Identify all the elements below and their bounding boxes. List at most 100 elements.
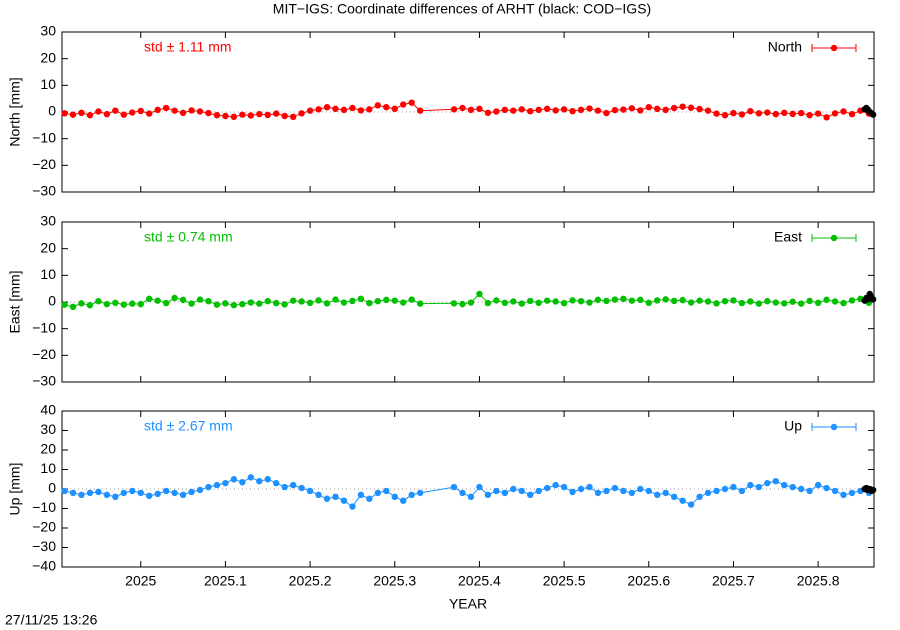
- data-point: [814, 299, 822, 306]
- data-point: [527, 491, 534, 499]
- data-point: [383, 487, 390, 495]
- std-annotation: std ± 2.67 mm: [144, 418, 233, 434]
- data-point: [146, 295, 153, 302]
- data-point: [78, 491, 85, 499]
- x-tick-label: 2025.8: [797, 573, 840, 589]
- data-point: [264, 298, 271, 305]
- data-point: [179, 296, 187, 304]
- data-point: [772, 478, 779, 485]
- y-tick-label: −30: [32, 183, 56, 199]
- data-point: [213, 481, 221, 489]
- data-point: [69, 489, 77, 497]
- data-point: [560, 483, 568, 491]
- data-point: [869, 486, 877, 494]
- data-point: [848, 297, 856, 304]
- data-point: [383, 296, 390, 304]
- data-point: [594, 296, 602, 304]
- data-point: [408, 99, 415, 106]
- data-point: [230, 476, 238, 483]
- data-point: [654, 105, 661, 113]
- data-point: [306, 107, 314, 114]
- data-point: [196, 486, 204, 494]
- data-point: [69, 303, 77, 310]
- data-point: [814, 481, 822, 489]
- data-point: [476, 483, 483, 491]
- data-point: [400, 497, 407, 504]
- data-point: [670, 297, 678, 305]
- data-point: [391, 105, 398, 113]
- legend-label: Up: [784, 418, 802, 434]
- data-point: [831, 110, 839, 117]
- data-point: [162, 487, 170, 495]
- data-point: [120, 301, 128, 308]
- data-point: [450, 483, 458, 491]
- data-point: [416, 300, 424, 307]
- data-point: [704, 298, 712, 305]
- data-point: [129, 300, 136, 307]
- data-point: [840, 108, 847, 115]
- data-point: [603, 297, 610, 305]
- data-point: [721, 112, 729, 119]
- data-point: [154, 297, 161, 304]
- data-point: [323, 495, 331, 502]
- data-point: [772, 110, 779, 118]
- data-point: [620, 295, 627, 302]
- data-point: [459, 489, 466, 497]
- data-point: [357, 107, 365, 114]
- data-point: [213, 112, 221, 119]
- data-point: [696, 105, 703, 113]
- data-point: [620, 487, 627, 495]
- data-point: [772, 299, 779, 306]
- data-point: [256, 478, 263, 485]
- data-point: [349, 503, 356, 510]
- data-point: [628, 297, 636, 304]
- data-point: [112, 493, 119, 500]
- data-point: [713, 487, 720, 495]
- y-tick-label: −30: [32, 538, 56, 554]
- y-tick-label: 0: [48, 293, 56, 309]
- data-point: [323, 104, 331, 111]
- data-point: [696, 297, 703, 304]
- timestamp: 27/11/25 13:26: [5, 612, 98, 628]
- y-tick-label: 10: [40, 76, 56, 92]
- data-point: [340, 299, 348, 306]
- data-point: [179, 109, 187, 117]
- data-point: [823, 114, 830, 121]
- data-point: [611, 296, 619, 303]
- data-point: [484, 491, 492, 499]
- data-point: [162, 104, 170, 112]
- data-point: [196, 108, 204, 115]
- data-point: [543, 105, 551, 113]
- legend-marker: [830, 44, 838, 52]
- data-point: [501, 106, 509, 114]
- data-point: [628, 105, 636, 112]
- data-point: [535, 299, 542, 306]
- data-point: [869, 111, 877, 118]
- plot-frame: [61, 410, 875, 568]
- y-axis-label: North [mm]: [7, 77, 23, 146]
- data-point: [738, 111, 746, 118]
- data-point: [112, 107, 119, 114]
- data-point: [577, 485, 585, 493]
- data-point: [86, 489, 94, 497]
- data-point: [789, 483, 796, 491]
- data-point: [476, 290, 483, 298]
- data-point: [662, 296, 669, 303]
- data-point: [543, 297, 551, 304]
- y-tick-label: −10: [32, 319, 56, 335]
- data-point: [95, 108, 102, 115]
- x-axis-label: YEAR: [449, 596, 487, 612]
- data-point: [400, 299, 407, 306]
- data-point: [738, 487, 746, 495]
- data-point: [315, 106, 322, 113]
- data-point: [510, 485, 517, 493]
- data-point: [450, 300, 458, 307]
- data-point: [569, 108, 576, 115]
- legend-label: North: [768, 39, 802, 55]
- data-point: [315, 297, 322, 304]
- data-point: [306, 299, 314, 306]
- data-point: [518, 106, 525, 113]
- data-point: [86, 112, 94, 119]
- data-point: [823, 296, 830, 304]
- data-point: [289, 481, 297, 489]
